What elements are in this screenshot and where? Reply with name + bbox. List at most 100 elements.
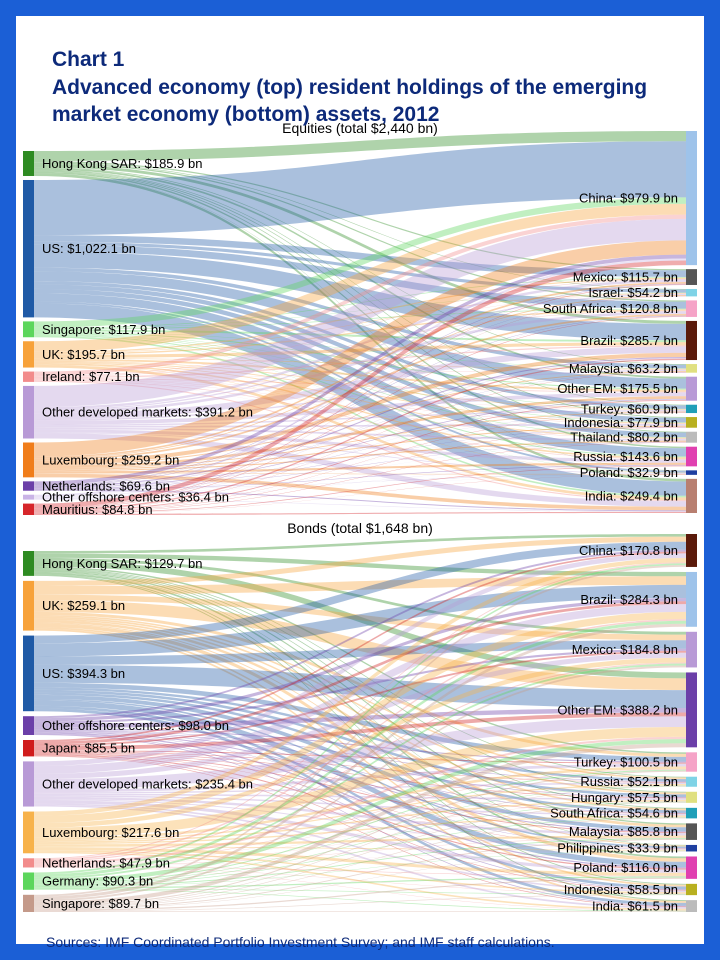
flow-luxembourg-to-philippines [34,846,686,851]
source-node-ireland [23,371,34,382]
source-label-luxembourg: Luxembourg: $217.6 bn [42,825,179,840]
flow-hong-kong-sar-to-malaysia [34,166,686,365]
flow-hong-kong-sar-to-poland [34,572,686,859]
flow-other-developed-markets-to-philippines [34,799,686,850]
flow-netherlands-to-indonesia [34,426,686,489]
flow-hong-kong-sar-to-russia [34,568,686,778]
flow-us-to-israel [34,241,686,293]
flow-mauritius-to-mexico [34,284,686,509]
flow-germany-to-mexico [34,663,686,880]
source-label-singapore: Singapore: $89.7 bn [42,896,159,911]
source-label-us: US: $1,022.1 bn [42,241,136,256]
flow-singapore-to-mexico [34,665,686,902]
flow-other-offshore-centers-to-south-africa [34,316,686,498]
target-label-china: China: $979.9 bn [579,191,678,206]
flow-other-developed-markets-to-china [34,218,686,408]
flow-us-to-mexico [34,235,686,277]
source-label-luxembourg: Luxembourg: $259.2 bn [42,452,179,467]
target-node-other-em [686,376,697,401]
source-node-netherlands [23,481,34,491]
flow-germany-to-indonesia [34,888,686,895]
flow-netherlands-to-mexico [34,662,686,862]
flow-other-offshore-centers-to-philippines [34,731,686,849]
flow-luxembourg-to-indonesia [34,850,686,894]
target-node-poland [686,856,697,879]
flow-other-developed-markets-to-poland [34,432,686,475]
flow-hong-kong-sar-to-brazil [34,164,686,324]
target-label-indonesia: Indonesia: $77.9 bn [564,415,678,430]
flow-netherlands-to-hungary [34,801,686,866]
target-label-turkey: Turkey: $60.9 bn [581,401,678,416]
flow-ireland-to-india [34,380,686,502]
flow-ireland-to-indonesia [34,379,686,425]
flow-ireland-to-russia [34,380,686,460]
flow-us-to-india [34,708,686,906]
target-node-thailand [686,431,697,443]
flow-ireland-to-other-em [34,378,686,393]
flow-singapore-to-poland [34,335,686,473]
flow-netherlands-to-poland [34,474,686,490]
source-node-singapore [23,894,34,912]
target-node-turkey [686,752,697,772]
flow-germany-to-poland [34,876,686,889]
flow-other-developed-markets-to-mexico [34,279,686,410]
flow-hong-kong-sar-to-brazil [34,553,686,577]
flow-other-offshore-centers-to-other-em [34,708,686,728]
flow-netherlands-to-malaysia [34,372,686,488]
flow-us-to-russia [34,687,686,782]
flow-other-offshore-centers-to-india [34,734,686,907]
flow-singapore-to-thailand [34,333,686,438]
target-node-brazil [686,320,697,361]
flow-singapore-to-india [34,911,686,912]
target-label-indonesia: Indonesia: $58.5 bn [564,882,678,897]
target-label-brazil: Brazil: $285.7 bn [580,333,678,348]
source-node-other-offshore-centers [23,494,34,500]
source-note: Sources: IMF Coordinated Portfolio Inves… [46,934,555,950]
source-node-uk [23,341,34,368]
flow-singapore-to-india [34,335,686,498]
flow-mauritius-to-russia [34,465,686,514]
flow-other-developed-markets-to-india [34,433,686,507]
flow-singapore-to-south-africa [34,817,686,909]
target-label-turkey: Turkey: $100.5 bn [574,755,678,770]
flow-hong-kong-sar-to-indonesia [34,170,686,418]
flow-japan-to-poland [34,754,686,870]
flow-ireland-to-china [34,214,686,376]
flow-hong-kong-sar-to-thailand [34,170,686,433]
source-node-luxembourg [23,811,34,854]
target-label-india: India: $61.5 bn [592,899,678,914]
source-node-germany [23,872,34,890]
flow-other-offshore-centers-to-mexico [34,284,686,497]
flow-hong-kong-sar-to-south-africa [34,162,686,302]
target-node-mexico [686,269,697,285]
source-node-singapore [23,321,34,338]
flow-luxembourg-to-other-em [34,727,686,838]
source-label-uk: UK: $195.7 bn [42,347,125,362]
flow-ireland-to-brazil [34,345,686,379]
flow-mauritius-to-israel [34,296,686,509]
flow-us-to-philippines [34,698,686,849]
target-node-china [686,534,697,567]
source-label-other-developed-markets: Other developed markets: $391.2 bn [42,405,253,420]
flow-singapore-to-indonesia [34,894,686,912]
chart-title: Advanced economy (top) resident holdings… [52,76,648,126]
source-node-netherlands [23,858,34,868]
flow-other-developed-markets-to-south-africa [34,311,686,414]
flow-us-to-malaysia [34,267,686,369]
flow-other-developed-markets-to-russia [34,429,686,463]
flow-luxembourg-to-brazil [34,611,686,824]
flow-uk-to-russia [34,362,686,459]
flow-us-to-other-em [34,271,686,389]
flow-other-developed-markets-to-other-em [34,716,686,790]
target-node-china [686,131,697,266]
flow-other-developed-markets-to-indonesia [34,803,686,893]
flow-other-offshore-centers-to-russia [34,465,686,500]
chart-number: Chart 1 [52,48,125,71]
flow-uk-to-india [34,628,686,903]
flow-other-developed-markets-to-china [34,553,686,767]
target-node-indonesia [686,883,697,896]
flow-mauritius-to-thailand [34,442,686,514]
flow-netherlands-to-india [34,489,686,512]
flow-other-developed-markets-to-india [34,804,686,909]
target-label-poland: Poland: $32.9 bn [580,465,678,480]
